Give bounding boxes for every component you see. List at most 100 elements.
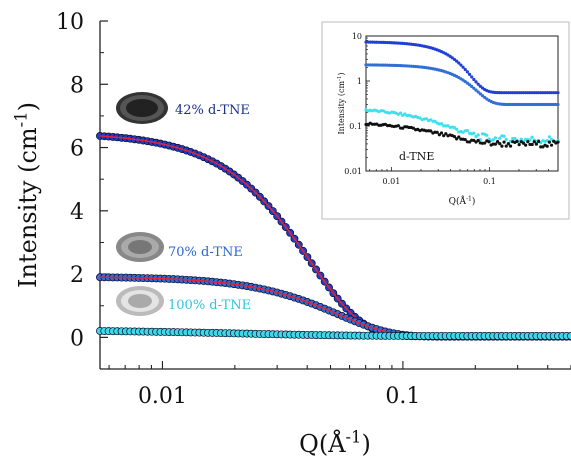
inset-data-point [463, 137, 467, 142]
inset-data-point [476, 138, 480, 143]
inset-data-point [429, 129, 433, 133]
inset-data-point [470, 84, 474, 89]
x-tick-label: 0.1 [385, 384, 420, 409]
y-tick-label: 0 [70, 326, 84, 351]
inset-data-point [463, 67, 467, 72]
x-axis-label: Q(Å-1) [299, 427, 371, 458]
inset-series-1 [364, 63, 560, 107]
inset-data-point [476, 82, 480, 86]
series-2 [96, 327, 571, 340]
inset-data-point [517, 143, 521, 147]
inset-data-point [474, 88, 478, 92]
inset-data-point [487, 140, 491, 144]
inset-data-point [545, 144, 549, 148]
main-plot: 0 2 4 6 8 10 0.01 0.1 Q(Å-1) Intensity (cm-1) [11, 10, 571, 458]
inset-data-point [437, 133, 441, 137]
inset-data-point [467, 140, 472, 144]
inset-data-point [549, 143, 554, 147]
inset-data-point [478, 92, 482, 96]
inset-y-tick-label: 1 [357, 77, 362, 86]
inset-data-point [472, 77, 476, 82]
inset-data-point [483, 141, 487, 145]
inset-data-point [532, 140, 536, 144]
inset-data-point [524, 143, 528, 147]
y-tick-label: 10 [56, 10, 84, 35]
inset-data-point [536, 139, 541, 144]
inset-data-point [472, 86, 476, 90]
inset-data-point [547, 140, 551, 144]
inset-data-point [476, 133, 480, 137]
inset-data-point [418, 116, 422, 120]
inset-data-point [504, 144, 508, 148]
inset-data-point [495, 140, 500, 144]
inset-data-point [519, 137, 523, 141]
inset-annotation: d-TNE [399, 150, 434, 163]
inset-data-point [444, 132, 448, 136]
inset-data-point [470, 75, 474, 79]
y-axis-label: Intensity (cm-1) [11, 102, 42, 288]
inset-data-point [435, 130, 439, 134]
inset-data-point [526, 140, 530, 144]
y-tick-label: 2 [70, 263, 84, 288]
inset-data-point [455, 137, 459, 141]
inset-data-point [478, 84, 482, 88]
inset-x-axis-label: Q(Å-1) [449, 195, 476, 207]
inset-data-point [452, 126, 457, 130]
inset-data-point [439, 131, 444, 135]
inset-data-point [467, 83, 472, 87]
inset-data-point [461, 65, 465, 69]
inset-data-point [396, 124, 400, 128]
inset-data-point [534, 142, 539, 146]
inset-x-tick-label: 0.1 [483, 177, 496, 186]
inset-data-point [500, 144, 504, 148]
inset-data-point [506, 142, 510, 146]
inset-data-point [465, 70, 469, 74]
inset-data-point [424, 117, 429, 121]
inset-data-point [474, 80, 478, 84]
inset-data-point [515, 139, 519, 144]
inset-data-point [513, 136, 517, 141]
inset-data-point [472, 131, 476, 135]
inset-data-point [552, 139, 556, 143]
series-label-42: 42% d-TNE [175, 103, 250, 118]
inset-data-point [530, 142, 534, 147]
inset-data-point [502, 140, 506, 144]
inset-data-point [452, 135, 457, 139]
inset-y-tick-label: 0.1 [349, 122, 362, 131]
inset-data-point [433, 119, 437, 123]
inset-data-point [465, 128, 469, 133]
series-label-100: 100% d-TNE [168, 298, 251, 313]
inset-data-point [446, 124, 450, 128]
inset-data-point [521, 141, 526, 145]
x-tick-label: 0.01 [138, 384, 187, 409]
inset-data-point [457, 61, 461, 65]
inset-data-point [480, 94, 485, 98]
particle-images [116, 92, 168, 316]
inset-data-point [502, 134, 506, 138]
inset-data-point [556, 140, 560, 144]
inset-data-point [493, 136, 498, 140]
y-tick-label: 4 [70, 200, 84, 225]
inset-data-point [442, 134, 446, 138]
y-tick-label: 6 [70, 137, 84, 162]
particle-70-image [116, 232, 164, 262]
inset-data-point [504, 137, 508, 142]
data-point [567, 331, 571, 340]
particle-42-image [116, 92, 168, 124]
inset-data-point [498, 136, 502, 140]
particle-100-image [116, 286, 164, 316]
inset-frame [321, 21, 570, 220]
inset-data-point [452, 57, 457, 62]
inset-series-0 [364, 40, 560, 95]
inset-data-point [398, 111, 403, 115]
inset-data-point [508, 144, 513, 148]
inset-data-point [530, 135, 534, 139]
inset-data-point [476, 90, 480, 94]
series-label-70: 70% d-TNE [168, 245, 243, 260]
inset-series-3 [364, 121, 560, 149]
inset-data-point [491, 138, 495, 142]
y-tick-label: 8 [70, 73, 84, 98]
inset-data-point [455, 59, 459, 63]
inset-data-point [498, 142, 502, 146]
